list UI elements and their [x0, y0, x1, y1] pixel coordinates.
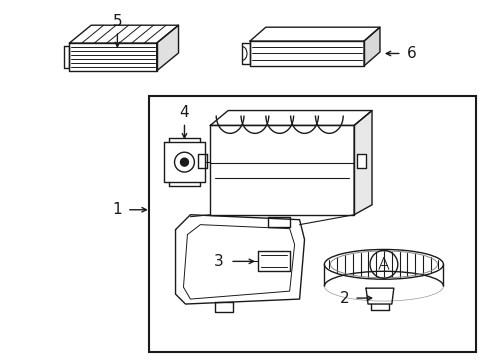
Circle shape — [180, 158, 188, 166]
Text: 5: 5 — [112, 14, 122, 29]
Polygon shape — [249, 27, 379, 41]
Text: 1: 1 — [112, 202, 122, 217]
Text: 4: 4 — [179, 105, 189, 120]
Text: 6: 6 — [406, 46, 416, 61]
Text: 3: 3 — [213, 254, 223, 269]
Polygon shape — [64, 46, 69, 68]
Polygon shape — [267, 217, 289, 227]
Polygon shape — [183, 225, 294, 299]
Polygon shape — [156, 25, 178, 71]
Bar — [148, 96, 475, 352]
Polygon shape — [210, 125, 353, 215]
Polygon shape — [366, 288, 393, 304]
Polygon shape — [175, 215, 304, 304]
Text: 2: 2 — [339, 291, 348, 306]
Polygon shape — [69, 43, 156, 71]
Polygon shape — [198, 154, 207, 168]
Polygon shape — [242, 43, 249, 64]
Polygon shape — [215, 302, 233, 312]
Polygon shape — [210, 111, 371, 125]
Polygon shape — [364, 27, 379, 66]
Polygon shape — [163, 142, 205, 182]
Polygon shape — [353, 111, 371, 215]
Polygon shape — [356, 154, 366, 168]
Polygon shape — [249, 41, 364, 66]
Polygon shape — [69, 25, 178, 43]
Polygon shape — [257, 251, 289, 271]
